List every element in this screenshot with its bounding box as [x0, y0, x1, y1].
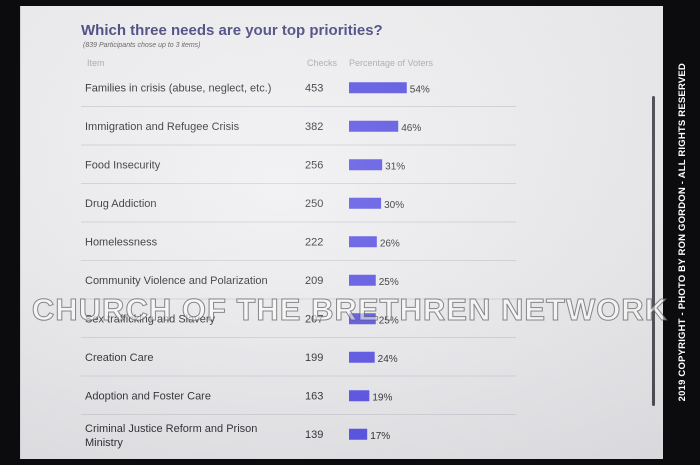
- percentage-bar: [349, 197, 382, 209]
- percentage-bar: [349, 351, 375, 363]
- percentage-label: 25%: [379, 315, 399, 326]
- watermark-text: CHURCH OF THE BRETHREN NETWORK: [31, 292, 669, 328]
- checks-value: 382: [305, 121, 323, 133]
- checks-value: 209: [305, 275, 323, 287]
- row-label: Food Insecurity: [85, 159, 161, 171]
- percentage-label: 26%: [380, 238, 400, 249]
- percentage-bar: [349, 159, 383, 171]
- row-label: Creation Care: [85, 352, 153, 364]
- column-header-percentage: Percentage of Voters: [349, 58, 434, 68]
- checks-value: 222: [305, 236, 323, 248]
- percentage-label: 30%: [384, 200, 404, 211]
- percentage-label: 25%: [379, 277, 399, 288]
- percentage-label: 31%: [385, 161, 405, 172]
- row-label: Homelessness: [85, 236, 158, 248]
- percentage-label: 17%: [370, 431, 390, 442]
- row-label: Community Violence and Polarization: [85, 275, 268, 287]
- bar-chart: Families in crisis (abuse, neglect, etc.…: [81, 82, 516, 449]
- copyright-notice: 2019 COPYRIGHT - PHOTO BY RON GORDON - A…: [667, 0, 697, 465]
- row-label: Sex trafficking and Slavery: [85, 313, 216, 325]
- row-label: Adoption and Foster Care: [85, 390, 211, 402]
- percentage-label: 46%: [401, 123, 421, 134]
- checks-value: 207: [305, 313, 323, 325]
- projection-screen: Which three needs are your top prioritie…: [20, 6, 663, 459]
- copyright-text: 2019 COPYRIGHT - PHOTO BY RON GORDON - A…: [676, 63, 688, 402]
- percentage-bar: [349, 236, 377, 248]
- checks-value: 139: [305, 429, 323, 441]
- percentage-bar: [349, 274, 376, 286]
- row-label: Drug Addiction: [85, 198, 157, 210]
- row-label: Criminal Justice Reform and Prison Minist…: [85, 423, 257, 449]
- checks-value: 250: [305, 198, 323, 210]
- checks-value: 199: [305, 352, 323, 364]
- percentage-bar: [349, 428, 368, 440]
- percentage-bar: [349, 82, 407, 94]
- column-header-item: Item: [87, 58, 105, 68]
- row-label: Families in crisis (abuse, neglect, etc.…: [85, 82, 271, 94]
- row-label: Immigration and Refugee Crisis: [85, 121, 240, 133]
- percentage-bar: [349, 120, 399, 132]
- chart-subtitle: (839 Participants chose up to 3 items): [83, 42, 201, 49]
- percentage-bar: [349, 390, 370, 402]
- percentage-label: 24%: [378, 354, 398, 365]
- checks-value: 256: [305, 159, 323, 171]
- percentage-bar: [349, 313, 376, 325]
- chart-title: Which three needs are your top prioritie…: [81, 22, 383, 39]
- scrollbar[interactable]: [652, 96, 655, 406]
- percentage-label: 54%: [410, 84, 430, 95]
- column-header-checks: Checks: [307, 58, 338, 68]
- percentage-label: 19%: [372, 392, 392, 403]
- checks-value: 163: [305, 390, 323, 402]
- checks-value: 453: [305, 82, 323, 94]
